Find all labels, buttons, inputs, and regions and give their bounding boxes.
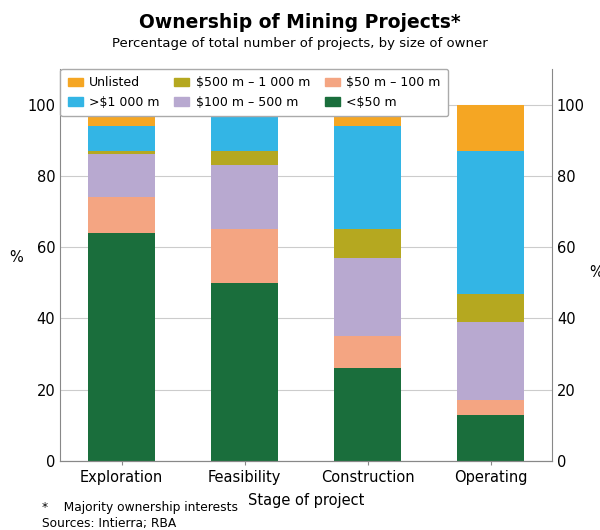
Bar xyxy=(457,151,524,294)
Text: Sources: Intierra; RBA: Sources: Intierra; RBA xyxy=(42,517,176,530)
Bar xyxy=(334,258,401,337)
Bar xyxy=(334,229,401,258)
Y-axis label: %: % xyxy=(9,250,23,265)
Bar xyxy=(457,322,524,401)
Bar xyxy=(211,229,278,283)
Y-axis label: %: % xyxy=(589,265,600,280)
Bar xyxy=(211,283,278,461)
Bar xyxy=(211,104,278,108)
Bar xyxy=(88,233,155,461)
Bar xyxy=(334,126,401,229)
Bar xyxy=(88,154,155,197)
Bar xyxy=(457,401,524,415)
Bar xyxy=(211,108,278,151)
Bar xyxy=(88,104,155,126)
Bar xyxy=(88,151,155,154)
Bar xyxy=(457,415,524,461)
Bar xyxy=(88,197,155,233)
Text: Ownership of Mining Projects*: Ownership of Mining Projects* xyxy=(139,13,461,32)
Bar xyxy=(334,104,401,126)
Text: *    Majority ownership interests: * Majority ownership interests xyxy=(42,501,238,514)
Text: Percentage of total number of projects, by size of owner: Percentage of total number of projects, … xyxy=(112,37,488,50)
Bar xyxy=(211,165,278,229)
X-axis label: Stage of project: Stage of project xyxy=(248,493,364,508)
Bar xyxy=(211,151,278,165)
Bar xyxy=(334,368,401,461)
Bar xyxy=(457,104,524,151)
Legend: Unlisted, >$1 000 m, $500 m – 1 000 m, $100 m – 500 m, $50 m – 100 m, <$50 m: Unlisted, >$1 000 m, $500 m – 1 000 m, $… xyxy=(60,69,448,116)
Bar xyxy=(88,126,155,151)
Bar xyxy=(334,337,401,368)
Bar xyxy=(457,294,524,322)
